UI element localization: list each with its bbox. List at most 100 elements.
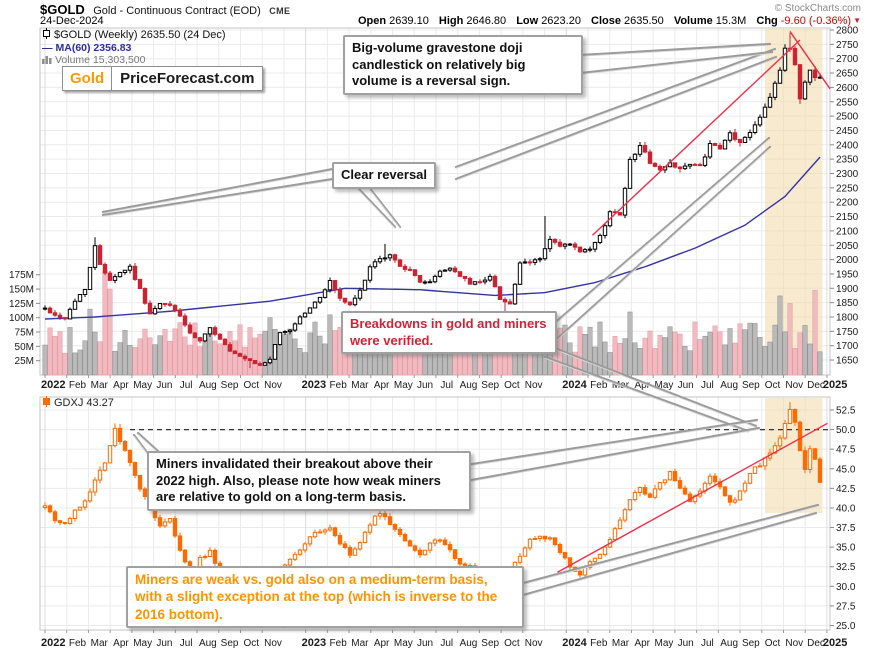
svg-text:Jul: Jul bbox=[440, 380, 453, 391]
svg-text:2024: 2024 bbox=[562, 637, 587, 649]
svg-text:2150: 2150 bbox=[836, 212, 859, 223]
svg-text:2022: 2022 bbox=[41, 379, 65, 391]
svg-text:Dec: Dec bbox=[807, 638, 825, 649]
svg-text:Aug: Aug bbox=[720, 380, 738, 391]
open-value: 2639.10 bbox=[389, 15, 429, 27]
exchange-label: CME bbox=[269, 6, 291, 16]
svg-text:Aug: Aug bbox=[720, 638, 738, 649]
svg-text:2800: 2800 bbox=[836, 26, 859, 37]
svg-text:Sep: Sep bbox=[742, 638, 760, 649]
svg-text:2650: 2650 bbox=[836, 69, 859, 80]
svg-text:Jun: Jun bbox=[417, 638, 433, 649]
svg-text:Apr: Apr bbox=[113, 638, 129, 649]
svg-text:Aug: Aug bbox=[199, 380, 217, 391]
svg-text:May: May bbox=[133, 638, 152, 649]
svg-text:2025: 2025 bbox=[823, 379, 847, 391]
svg-text:75M: 75M bbox=[15, 328, 34, 339]
svg-text:35.0: 35.0 bbox=[836, 543, 856, 554]
volume-label: Volume bbox=[673, 15, 713, 27]
svg-text:2023: 2023 bbox=[302, 379, 326, 391]
svg-text:Feb: Feb bbox=[330, 638, 348, 649]
svg-text:Apr: Apr bbox=[374, 380, 390, 391]
svg-text:Sep: Sep bbox=[221, 380, 239, 391]
chg-value: -9.60 (-0.36%) bbox=[780, 15, 852, 27]
svg-text:Oct: Oct bbox=[504, 638, 520, 649]
svg-text:2023: 2023 bbox=[302, 637, 326, 649]
annotation-miners-invalidated: Miners invalidated their breakout above … bbox=[147, 451, 471, 511]
svg-text:1650: 1650 bbox=[836, 356, 859, 367]
chart-header: $GOLD Gold - Continuous Contract (EOD) C… bbox=[40, 1, 290, 19]
svg-text:Feb: Feb bbox=[590, 638, 608, 649]
svg-text:May: May bbox=[655, 380, 674, 391]
svg-text:1700: 1700 bbox=[836, 341, 859, 352]
panel1-legend-ma: MA(60) 2356.83 bbox=[55, 42, 132, 54]
svg-text:100M: 100M bbox=[9, 313, 34, 324]
svg-text:2022: 2022 bbox=[41, 637, 65, 649]
svg-text:45.0: 45.0 bbox=[836, 464, 856, 475]
svg-text:Jun: Jun bbox=[417, 380, 433, 391]
svg-text:May: May bbox=[394, 638, 413, 649]
svg-text:Sep: Sep bbox=[481, 638, 499, 649]
svg-text:40.0: 40.0 bbox=[836, 503, 856, 514]
svg-text:Oct: Oct bbox=[504, 380, 520, 391]
svg-text:2550: 2550 bbox=[836, 97, 859, 108]
high-value: 2646.80 bbox=[466, 15, 507, 27]
svg-text:Nov: Nov bbox=[785, 638, 803, 649]
svg-text:Jul: Jul bbox=[180, 638, 193, 649]
svg-text:Mar: Mar bbox=[91, 638, 109, 649]
svg-text:1900: 1900 bbox=[836, 284, 859, 295]
svg-text:Sep: Sep bbox=[481, 380, 499, 391]
panel2-legend-symbol: GDXJ 43.27 bbox=[54, 397, 114, 409]
svg-text:Nov: Nov bbox=[525, 380, 543, 391]
svg-text:Oct: Oct bbox=[765, 380, 781, 391]
ma-line-icon: — bbox=[42, 42, 53, 54]
svg-text:1800: 1800 bbox=[836, 313, 859, 324]
stockcharts-copyright: © StockCharts.com bbox=[774, 3, 861, 14]
svg-text:2025: 2025 bbox=[823, 637, 847, 649]
svg-text:May: May bbox=[655, 638, 674, 649]
svg-text:2700: 2700 bbox=[836, 54, 859, 65]
svg-text:25.0: 25.0 bbox=[836, 621, 856, 632]
symbol-description: Gold - Continuous Contract (EOD) bbox=[93, 5, 261, 17]
svg-text:Dec: Dec bbox=[807, 380, 825, 391]
svg-text:2300: 2300 bbox=[836, 169, 859, 180]
svg-text:Jun: Jun bbox=[156, 380, 172, 391]
svg-text:Mar: Mar bbox=[351, 638, 369, 649]
annotation-big-volume: Big-volume gravestone doji candlestick o… bbox=[343, 35, 583, 95]
svg-text:50.0: 50.0 bbox=[836, 425, 856, 436]
svg-text:Jul: Jul bbox=[440, 638, 453, 649]
svg-text:2400: 2400 bbox=[836, 140, 859, 151]
svg-text:1750: 1750 bbox=[836, 327, 859, 338]
svg-text:2450: 2450 bbox=[836, 126, 859, 137]
symbol-title: $GOLD bbox=[40, 2, 85, 17]
svg-text:1850: 1850 bbox=[836, 298, 859, 309]
svg-text:2100: 2100 bbox=[836, 226, 859, 237]
chg-label: Chg bbox=[756, 15, 778, 27]
annotation-breakdowns: Breakdowns in gold and miners were verif… bbox=[341, 311, 557, 355]
svg-text:1950: 1950 bbox=[836, 269, 859, 280]
quote-row: 24-Dec-2024 Open 2639.10 High 2646.80 Low 2… bbox=[40, 15, 861, 27]
svg-text:Aug: Aug bbox=[199, 638, 217, 649]
candlestick-icon bbox=[42, 28, 51, 42]
svg-text:Mar: Mar bbox=[612, 638, 630, 649]
svg-text:2000: 2000 bbox=[836, 255, 859, 266]
high-label: High bbox=[438, 15, 464, 27]
low-label: Low bbox=[516, 15, 539, 27]
svg-text:150M: 150M bbox=[9, 285, 34, 296]
svg-text:30.0: 30.0 bbox=[836, 582, 856, 593]
svg-text:52.5: 52.5 bbox=[836, 406, 856, 417]
close-value: 2635.50 bbox=[623, 15, 664, 27]
panel1-legend-volume: Volume 15,303,500 bbox=[55, 54, 146, 66]
svg-text:Feb: Feb bbox=[69, 638, 87, 649]
svg-text:Mar: Mar bbox=[91, 380, 109, 391]
svg-text:Jul: Jul bbox=[701, 380, 714, 391]
svg-text:Feb: Feb bbox=[69, 380, 87, 391]
svg-text:32.5: 32.5 bbox=[836, 562, 856, 573]
svg-text:Jul: Jul bbox=[180, 380, 193, 391]
svg-text:2200: 2200 bbox=[836, 198, 859, 209]
svg-text:2050: 2050 bbox=[836, 241, 859, 252]
goldpriceforecast-logo: Gold PriceForecast.com bbox=[62, 66, 264, 91]
svg-text:27.5: 27.5 bbox=[836, 601, 856, 612]
candlestick-orange-icon bbox=[42, 396, 51, 410]
